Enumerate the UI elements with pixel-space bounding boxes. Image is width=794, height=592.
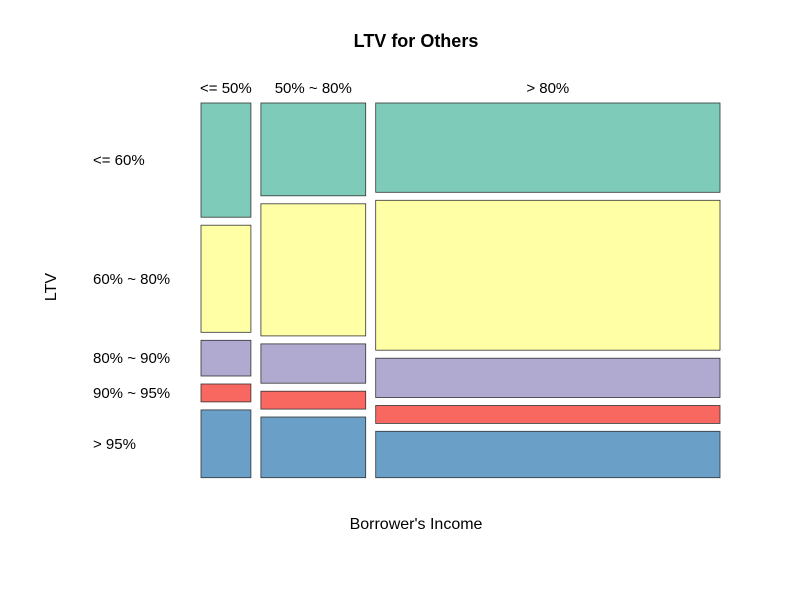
tile-income-2-ltv-3 xyxy=(260,343,367,384)
x-label-2: 50% ~ 80% xyxy=(275,80,352,97)
tile-income-1-ltv-1 xyxy=(200,102,252,218)
tile-income-2-ltv-5 xyxy=(260,416,367,479)
y-category-labels: <= 60% 60% ~ 80% 80% ~ 90% 90% ~ 95% > 95% xyxy=(93,152,170,453)
x-category-labels: <= 50% 50% ~ 80% > 80% xyxy=(200,80,569,97)
tile-income-2-ltv-2 xyxy=(260,203,367,337)
y-label-3: 80% ~ 90% xyxy=(93,350,170,367)
mosaic-tiles xyxy=(200,102,721,479)
y-label-2: 60% ~ 80% xyxy=(93,271,170,288)
tile-income-3-ltv-5 xyxy=(375,430,721,479)
tile-income-2-ltv-4 xyxy=(260,390,367,410)
tile-income-1-ltv-4 xyxy=(200,383,252,403)
y-label-1: <= 60% xyxy=(93,152,145,169)
tile-income-3-ltv-1 xyxy=(375,102,721,193)
x-label-1: <= 50% xyxy=(200,80,252,97)
x-label-3: > 80% xyxy=(526,80,569,97)
y-label-5: > 95% xyxy=(93,436,136,453)
chart-title: LTV for Others xyxy=(354,31,479,51)
tile-income-3-ltv-3 xyxy=(375,357,721,398)
x-axis-title: Borrower's Income xyxy=(350,516,483,533)
tile-income-2-ltv-1 xyxy=(260,102,367,197)
y-label-4: 90% ~ 95% xyxy=(93,385,170,402)
tile-income-1-ltv-5 xyxy=(200,409,252,479)
tile-income-1-ltv-3 xyxy=(200,339,252,377)
tile-income-3-ltv-4 xyxy=(375,405,721,424)
tile-income-1-ltv-2 xyxy=(200,224,252,333)
y-axis-title: LTV xyxy=(43,273,60,301)
tile-income-3-ltv-2 xyxy=(375,199,721,351)
